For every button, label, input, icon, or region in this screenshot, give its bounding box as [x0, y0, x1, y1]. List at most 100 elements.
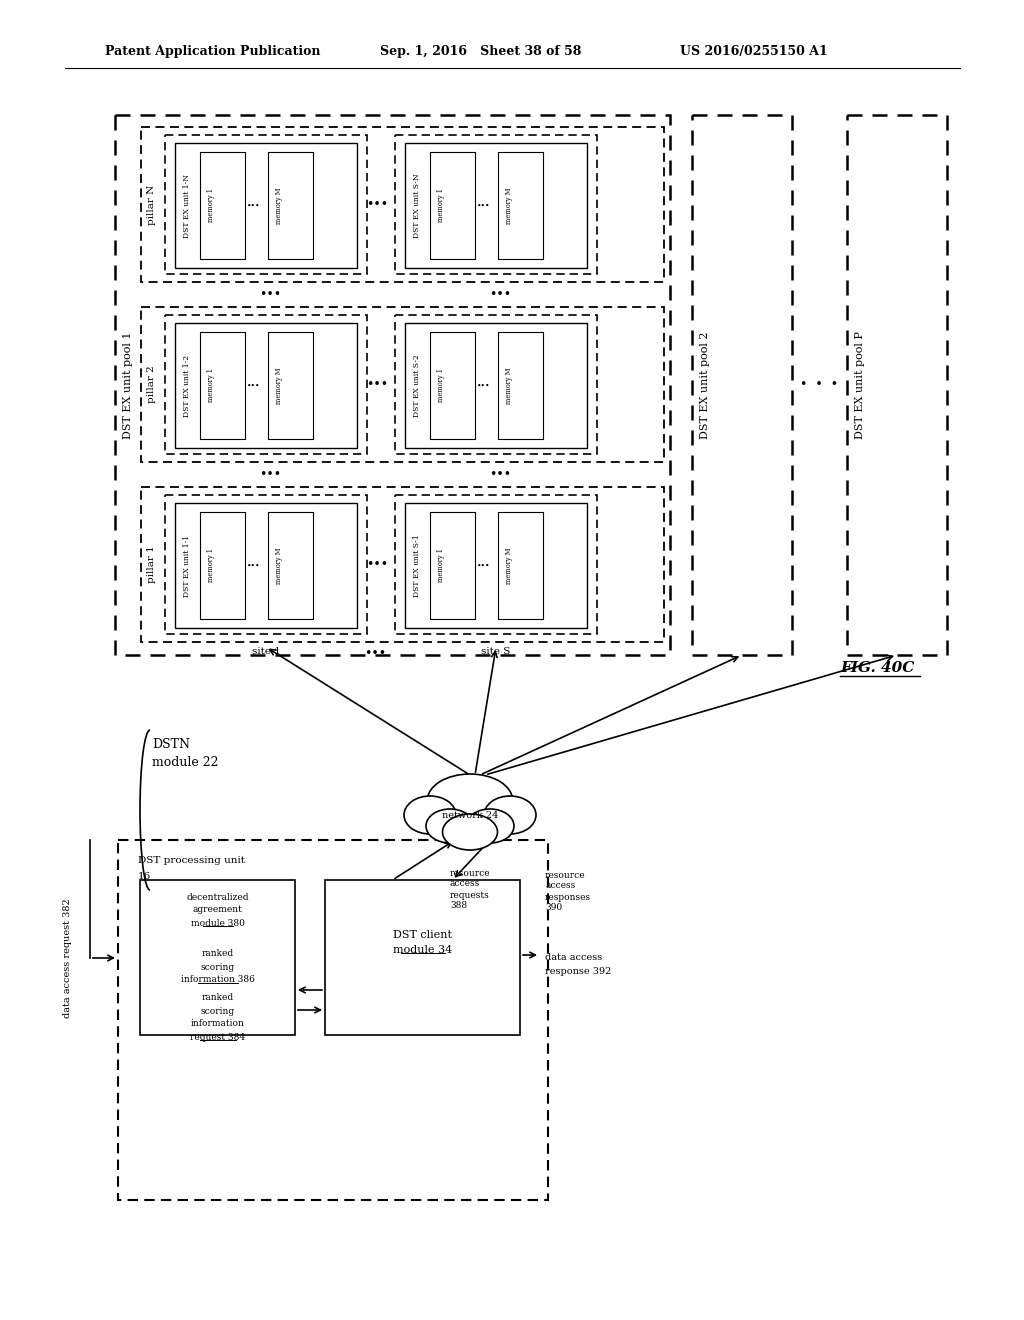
- Text: data access request 382: data access request 382: [63, 898, 73, 1018]
- Text: request 384: request 384: [189, 1032, 245, 1041]
- Text: DST EX unit pool 2: DST EX unit pool 2: [700, 331, 710, 438]
- Text: pillar 1: pillar 1: [146, 545, 156, 583]
- Bar: [165, 315, 367, 454]
- Text: access: access: [450, 879, 480, 888]
- Bar: [175, 503, 357, 628]
- Text: requests: requests: [450, 891, 489, 899]
- Text: module 22: module 22: [152, 755, 218, 768]
- Text: •••: •••: [488, 288, 511, 301]
- Bar: [395, 495, 597, 634]
- Text: data access: data access: [545, 953, 602, 962]
- Bar: [395, 315, 597, 454]
- Text: access: access: [545, 882, 575, 891]
- Text: module 380: module 380: [190, 919, 245, 928]
- Text: •••: •••: [364, 647, 386, 660]
- Bar: [406, 503, 587, 628]
- Text: scoring: scoring: [201, 962, 234, 972]
- Text: memory 1: memory 1: [437, 368, 445, 403]
- Bar: [200, 512, 245, 619]
- Ellipse shape: [466, 809, 514, 843]
- Bar: [118, 840, 548, 1200]
- Text: scoring: scoring: [201, 1006, 234, 1015]
- Text: •••: •••: [366, 558, 388, 572]
- Text: memory M: memory M: [505, 548, 513, 583]
- Text: memory M: memory M: [505, 187, 513, 224]
- Text: resource: resource: [545, 870, 586, 879]
- Bar: [141, 487, 664, 642]
- Text: response 392: response 392: [545, 966, 611, 975]
- Bar: [141, 308, 664, 462]
- Text: •••: •••: [247, 202, 261, 210]
- Text: pillar 2: pillar 2: [146, 366, 156, 404]
- Text: memory 1: memory 1: [207, 368, 215, 403]
- Bar: [140, 880, 295, 1035]
- Bar: [268, 333, 313, 440]
- Text: •••: •••: [259, 469, 281, 480]
- Text: DST EX unit 1-N: DST EX unit 1-N: [183, 173, 191, 238]
- Text: memory 1: memory 1: [207, 549, 215, 582]
- Text: decentralized: decentralized: [186, 892, 249, 902]
- Text: •••: •••: [366, 198, 388, 211]
- Text: DST processing unit: DST processing unit: [138, 855, 245, 865]
- Bar: [430, 152, 475, 259]
- Text: network 24: network 24: [441, 810, 499, 820]
- Ellipse shape: [484, 796, 536, 834]
- Text: DST EX unit S-1: DST EX unit S-1: [413, 535, 421, 597]
- Bar: [141, 127, 664, 282]
- Text: site 1: site 1: [252, 647, 281, 656]
- Text: Patent Application Publication: Patent Application Publication: [105, 45, 321, 58]
- Text: information: information: [190, 1019, 245, 1028]
- Bar: [325, 880, 520, 1035]
- Bar: [200, 152, 245, 259]
- Ellipse shape: [442, 814, 498, 850]
- Text: ranked: ranked: [202, 994, 233, 1002]
- Text: •••: •••: [247, 561, 261, 569]
- Text: DST EX unit pool 1: DST EX unit pool 1: [123, 331, 133, 438]
- Text: memory 1: memory 1: [207, 189, 215, 223]
- Text: pillar N: pillar N: [146, 185, 156, 224]
- Text: DST EX unit 1-1: DST EX unit 1-1: [183, 535, 191, 597]
- Bar: [165, 495, 367, 634]
- Text: DST EX unit pool P: DST EX unit pool P: [855, 331, 865, 440]
- Text: resource: resource: [450, 869, 490, 878]
- Text: responses: responses: [545, 892, 591, 902]
- Text: DST EX unit S-N: DST EX unit S-N: [413, 173, 421, 238]
- Text: agreement: agreement: [193, 906, 243, 915]
- Text: •••: •••: [477, 202, 490, 210]
- Text: •••: •••: [477, 381, 490, 389]
- Text: information 386: information 386: [180, 975, 254, 985]
- Text: DST EX unit S-2: DST EX unit S-2: [413, 354, 421, 417]
- Text: 16: 16: [138, 873, 152, 880]
- Text: memory M: memory M: [505, 367, 513, 404]
- Text: •••: •••: [247, 381, 261, 389]
- Bar: [200, 333, 245, 440]
- Text: •  •  •: • • •: [800, 379, 838, 392]
- Bar: [430, 512, 475, 619]
- Bar: [175, 323, 357, 447]
- Bar: [406, 323, 587, 447]
- Ellipse shape: [404, 796, 456, 834]
- Text: DST EX unit 1-2: DST EX unit 1-2: [183, 355, 191, 417]
- Text: Sep. 1, 2016   Sheet 38 of 58: Sep. 1, 2016 Sheet 38 of 58: [380, 45, 582, 58]
- Bar: [165, 135, 367, 275]
- Text: •••: •••: [477, 561, 490, 569]
- Text: site S: site S: [481, 647, 511, 656]
- Bar: [115, 115, 670, 655]
- Text: •••: •••: [488, 469, 511, 480]
- Text: US 2016/0255150 A1: US 2016/0255150 A1: [680, 45, 827, 58]
- Text: memory 1: memory 1: [437, 549, 445, 582]
- Bar: [268, 512, 313, 619]
- Bar: [395, 135, 597, 275]
- Bar: [498, 333, 543, 440]
- Bar: [406, 143, 587, 268]
- Bar: [498, 152, 543, 259]
- Text: memory M: memory M: [275, 187, 283, 224]
- Text: ranked: ranked: [202, 949, 233, 958]
- Text: DSTN: DSTN: [152, 738, 190, 751]
- Text: DST client: DST client: [393, 931, 452, 940]
- Bar: [268, 152, 313, 259]
- Text: 388: 388: [450, 902, 467, 911]
- Bar: [498, 512, 543, 619]
- Text: 390: 390: [545, 903, 562, 912]
- Ellipse shape: [427, 774, 512, 826]
